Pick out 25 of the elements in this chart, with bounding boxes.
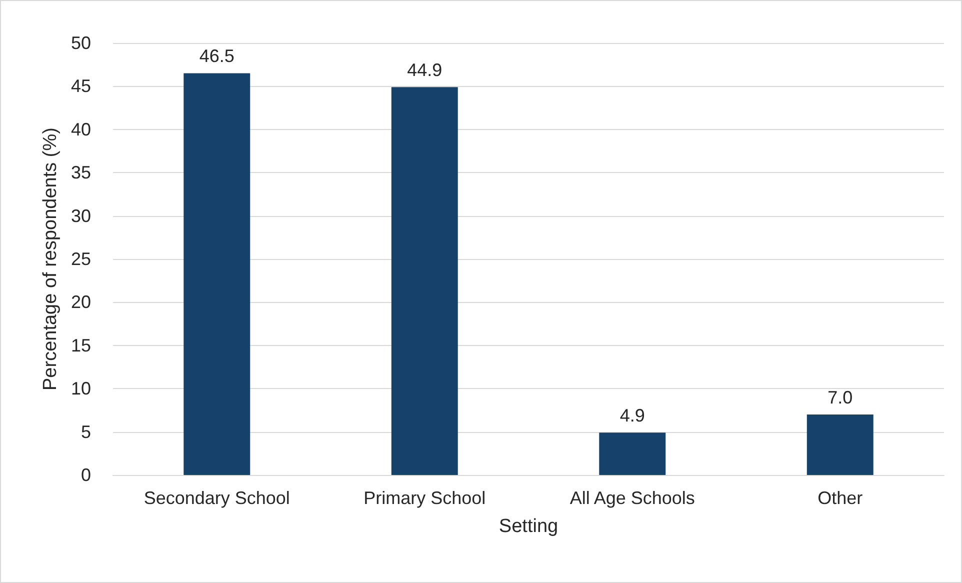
x-tick-label: Primary School — [364, 488, 486, 508]
y-tick-label: 35 — [70, 162, 91, 183]
x-tick-label: All Age Schools — [570, 488, 695, 508]
y-tick-label: 0 — [80, 465, 91, 485]
bar — [184, 73, 250, 475]
y-tick-label: 40 — [70, 119, 91, 140]
bar — [599, 432, 666, 475]
data-label: 7.0 — [828, 388, 853, 408]
x-tick-label: Secondary School — [144, 488, 290, 508]
y-tick-label: 15 — [70, 335, 91, 356]
x-axis-title: Setting — [498, 516, 558, 537]
y-tick-label: 5 — [80, 422, 91, 442]
data-label: 44.9 — [407, 60, 442, 80]
y-tick-label: 30 — [70, 206, 91, 226]
x-tick-label: Other — [818, 488, 863, 508]
data-label: 46.5 — [199, 46, 234, 66]
data-label: 4.9 — [620, 406, 645, 426]
y-tick-label: 10 — [70, 378, 91, 399]
y-axis-title: Percentage of respondents (%) — [40, 128, 62, 390]
bar — [806, 414, 874, 475]
y-tick-label: 25 — [70, 249, 91, 269]
bar — [391, 87, 458, 475]
y-tick-label: 50 — [70, 33, 91, 53]
y-tick-label: 45 — [70, 76, 91, 96]
y-tick-label: 20 — [70, 292, 91, 312]
